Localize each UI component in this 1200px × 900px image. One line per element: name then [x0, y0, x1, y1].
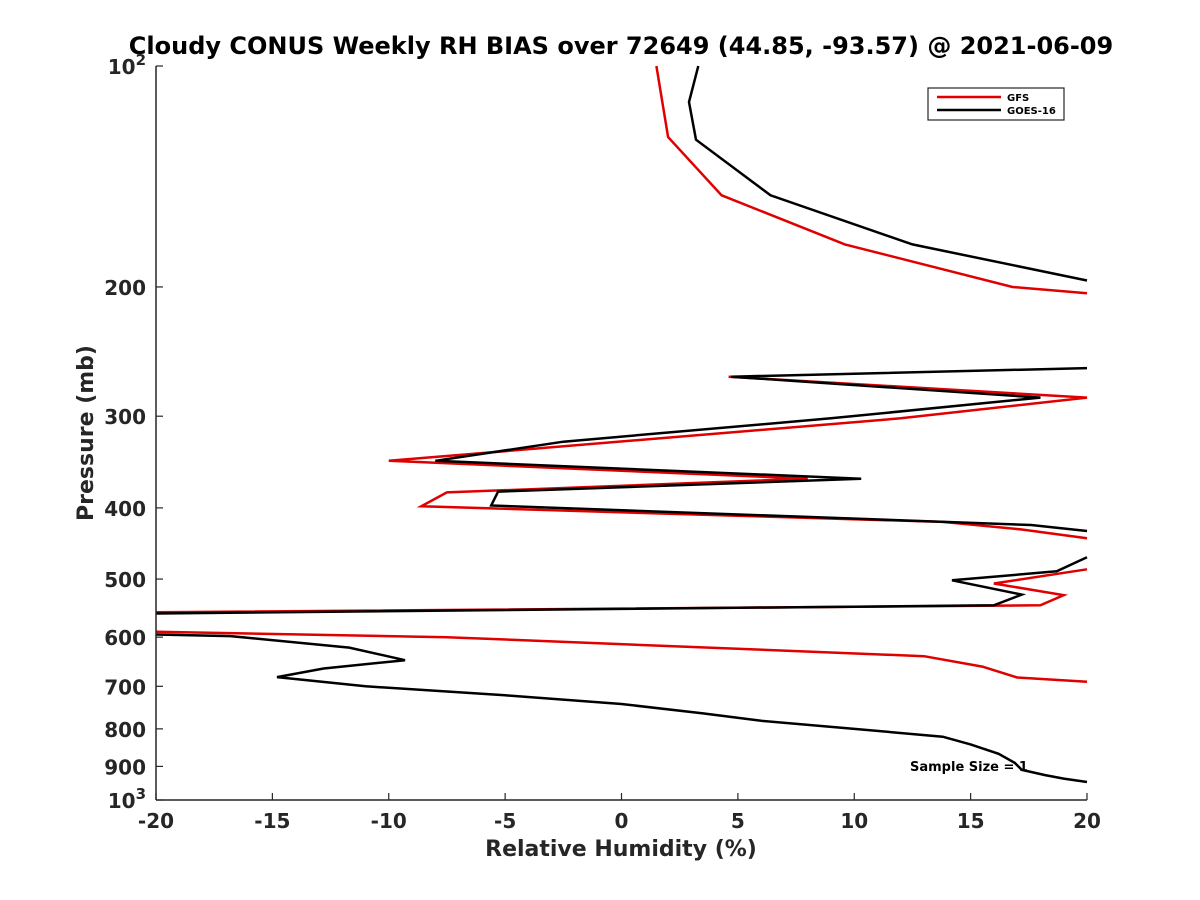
plot-area — [156, 66, 1087, 800]
legend-box — [927, 87, 1065, 121]
y-tick-label: 900 — [104, 755, 146, 779]
legend: GFS GOES-16 — [927, 87, 1065, 121]
x-tick-label: -10 — [371, 809, 407, 833]
y-axis-label: Pressure (mb) — [74, 345, 99, 521]
y-tick-label: 200 — [104, 276, 146, 300]
y-tick-label: 500 — [104, 568, 146, 592]
x-tick-label: 15 — [957, 809, 985, 833]
y-tick-label: 103 — [108, 785, 146, 813]
y-tick-label: 700 — [104, 675, 146, 699]
x-tick-label: 10 — [840, 809, 868, 833]
legend-label-gfs: GFS — [1007, 93, 1029, 104]
y-tick-label: 102 — [108, 51, 146, 79]
x-axis-label: Relative Humidity (%) — [485, 837, 757, 862]
x-tick-label: 0 — [615, 809, 629, 833]
y-tick-label: 800 — [104, 718, 146, 742]
y-tick-label: 400 — [104, 497, 146, 521]
series-lines — [155, 65, 1088, 784]
y-tick-label: 600 — [104, 626, 146, 650]
x-axis-ticks: -20 -15 -10 -5 0 5 10 15 20 — [138, 793, 1101, 833]
x-tick-label: -15 — [254, 809, 290, 833]
y-tick-label: 300 — [104, 405, 146, 429]
x-tick-label: -5 — [494, 809, 516, 833]
series-line-goes16 — [155, 65, 1088, 784]
sample-size-annotation: Sample Size = 1 — [910, 760, 1028, 775]
legend-label-goes16: GOES-16 — [1007, 106, 1056, 117]
plot-background — [156, 66, 1087, 800]
x-tick-label: -20 — [138, 809, 174, 833]
chart-title: Cloudy CONUS Weekly RH BIAS over 72649 (… — [129, 32, 1113, 60]
x-tick-label: 20 — [1073, 809, 1101, 833]
series-line-gfs — [155, 65, 1088, 683]
y-axis-ticks: 102 200 300 400 500 600 700 800 900 103 — [104, 51, 163, 813]
x-tick-label: 5 — [731, 809, 745, 833]
